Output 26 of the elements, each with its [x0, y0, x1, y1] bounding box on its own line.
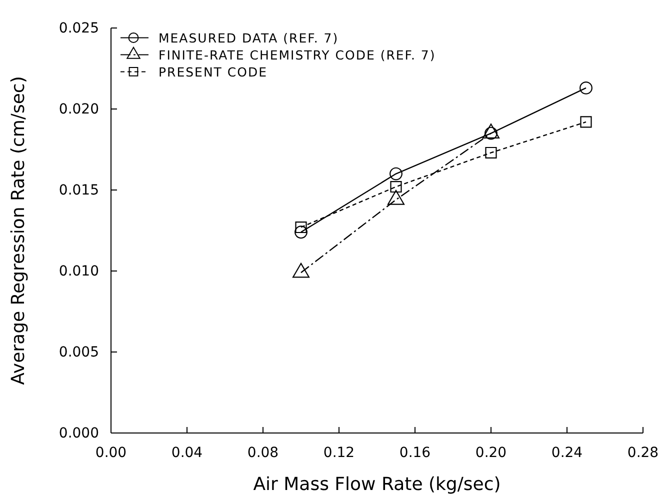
y-axis-title: Average Regression Rate (cm/sec) [8, 76, 29, 385]
point [485, 146, 497, 159]
x-axis-title: Air Mass Flow Rate (kg/sec) [253, 474, 501, 495]
x-tick-label: 0.24 [551, 444, 583, 461]
y-tick-label: 0.025 [58, 20, 99, 36]
y-tick-label: 0.000 [58, 425, 99, 442]
point [294, 226, 308, 239]
y-tick-label: 0.005 [58, 344, 99, 360]
point [580, 81, 592, 94]
x-tick-label: 0.08 [247, 444, 279, 461]
x-tick-label: 0.16 [399, 444, 431, 461]
x-tick-label: 0.00 [95, 444, 127, 461]
y-tick-label: 0.020 [58, 101, 99, 118]
point [580, 116, 592, 128]
y-tick-label: 0.010 [58, 263, 99, 280]
x-tick-label: 0.04 [171, 444, 203, 461]
legend-label: PRESENT CODE [158, 64, 268, 80]
legend-label: MEASURED DATA (REF. 7) [158, 30, 339, 46]
point [390, 167, 402, 180]
x-tick-label: 0.20 [475, 444, 507, 461]
legend-label: FINITE-RATE CHEMISTRY CODE (REF. 7) [158, 48, 436, 63]
point [295, 221, 307, 234]
y-tick-label: 0.015 [58, 182, 99, 198]
x-tick-label: 0.12 [323, 444, 355, 461]
x-tick-label: 0.28 [627, 444, 659, 461]
point [390, 180, 402, 193]
